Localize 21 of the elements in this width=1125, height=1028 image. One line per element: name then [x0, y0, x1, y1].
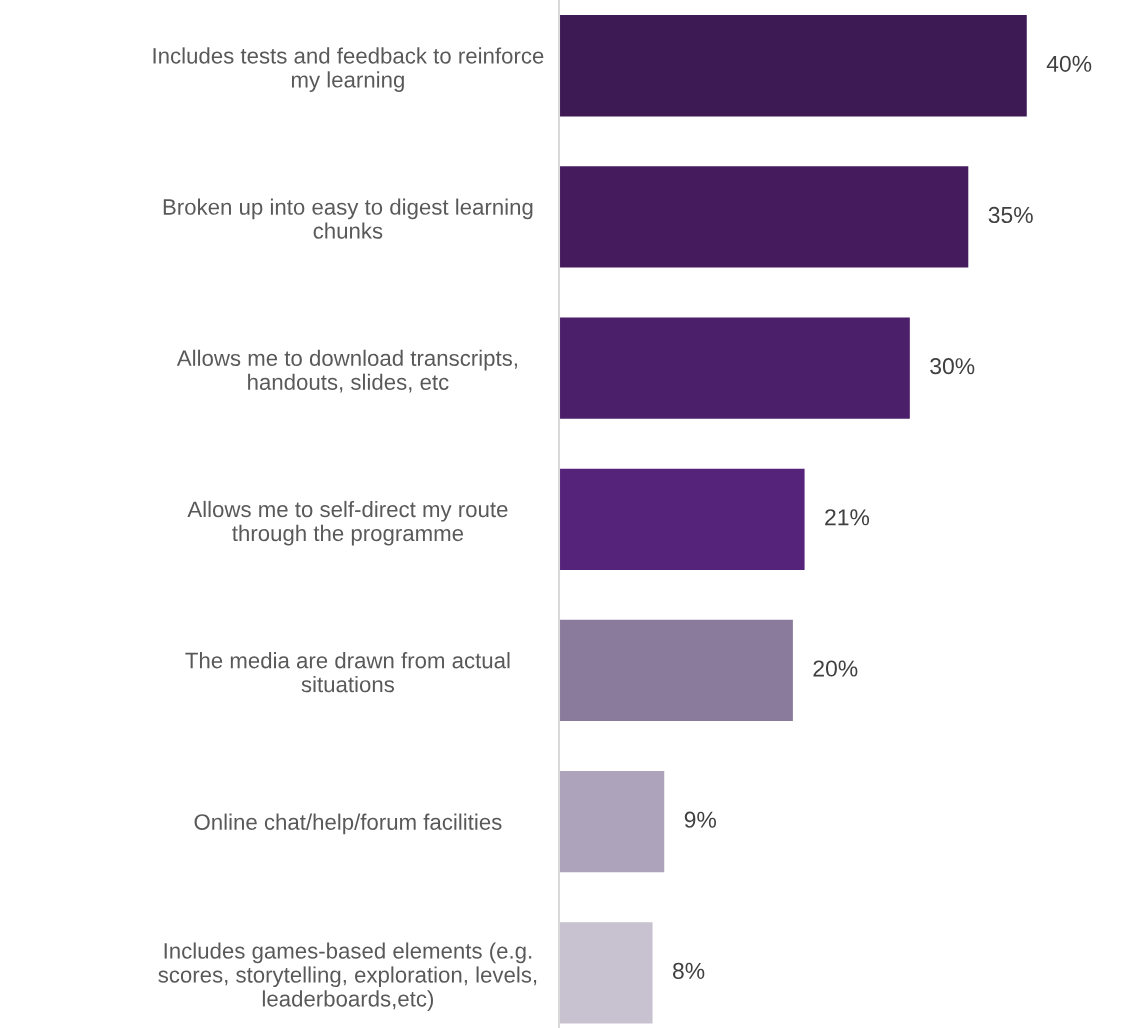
bar: [559, 15, 1027, 117]
bar: [559, 922, 653, 1024]
data-label: 30%: [930, 358, 975, 375]
data-label: 9%: [684, 811, 716, 828]
bar: [559, 317, 910, 419]
y-tick-label: Allows me to download transcripts, handouts, slides, etc: [176, 349, 517, 393]
data-label: 8%: [672, 962, 705, 979]
data-label: 21%: [825, 509, 870, 526]
bar: [559, 619, 793, 722]
y-tick-label: Includes games-based elements (e.g. scores, storytelling, exploration, levels, leaderboards,etc): [158, 942, 537, 1012]
data-label: 35%: [988, 206, 1033, 224]
data-label: 20%: [813, 660, 858, 677]
y-tick-label: Allows me to self-direct my route through the programme: [187, 500, 508, 546]
y-tick-label: Broken up into easy to digest learning chunks: [163, 198, 533, 239]
data-label: 40%: [1046, 55, 1092, 72]
y-tick-label: Online chat/help/forum facilities: [194, 813, 502, 835]
bar: [559, 166, 969, 268]
y-tick-label: Includes tests and feedback to reinforce my learning: [153, 47, 544, 92]
bar: [559, 771, 665, 873]
y-tick-label: The media are drawn from actual situations: [185, 652, 510, 693]
bar: [559, 468, 805, 570]
